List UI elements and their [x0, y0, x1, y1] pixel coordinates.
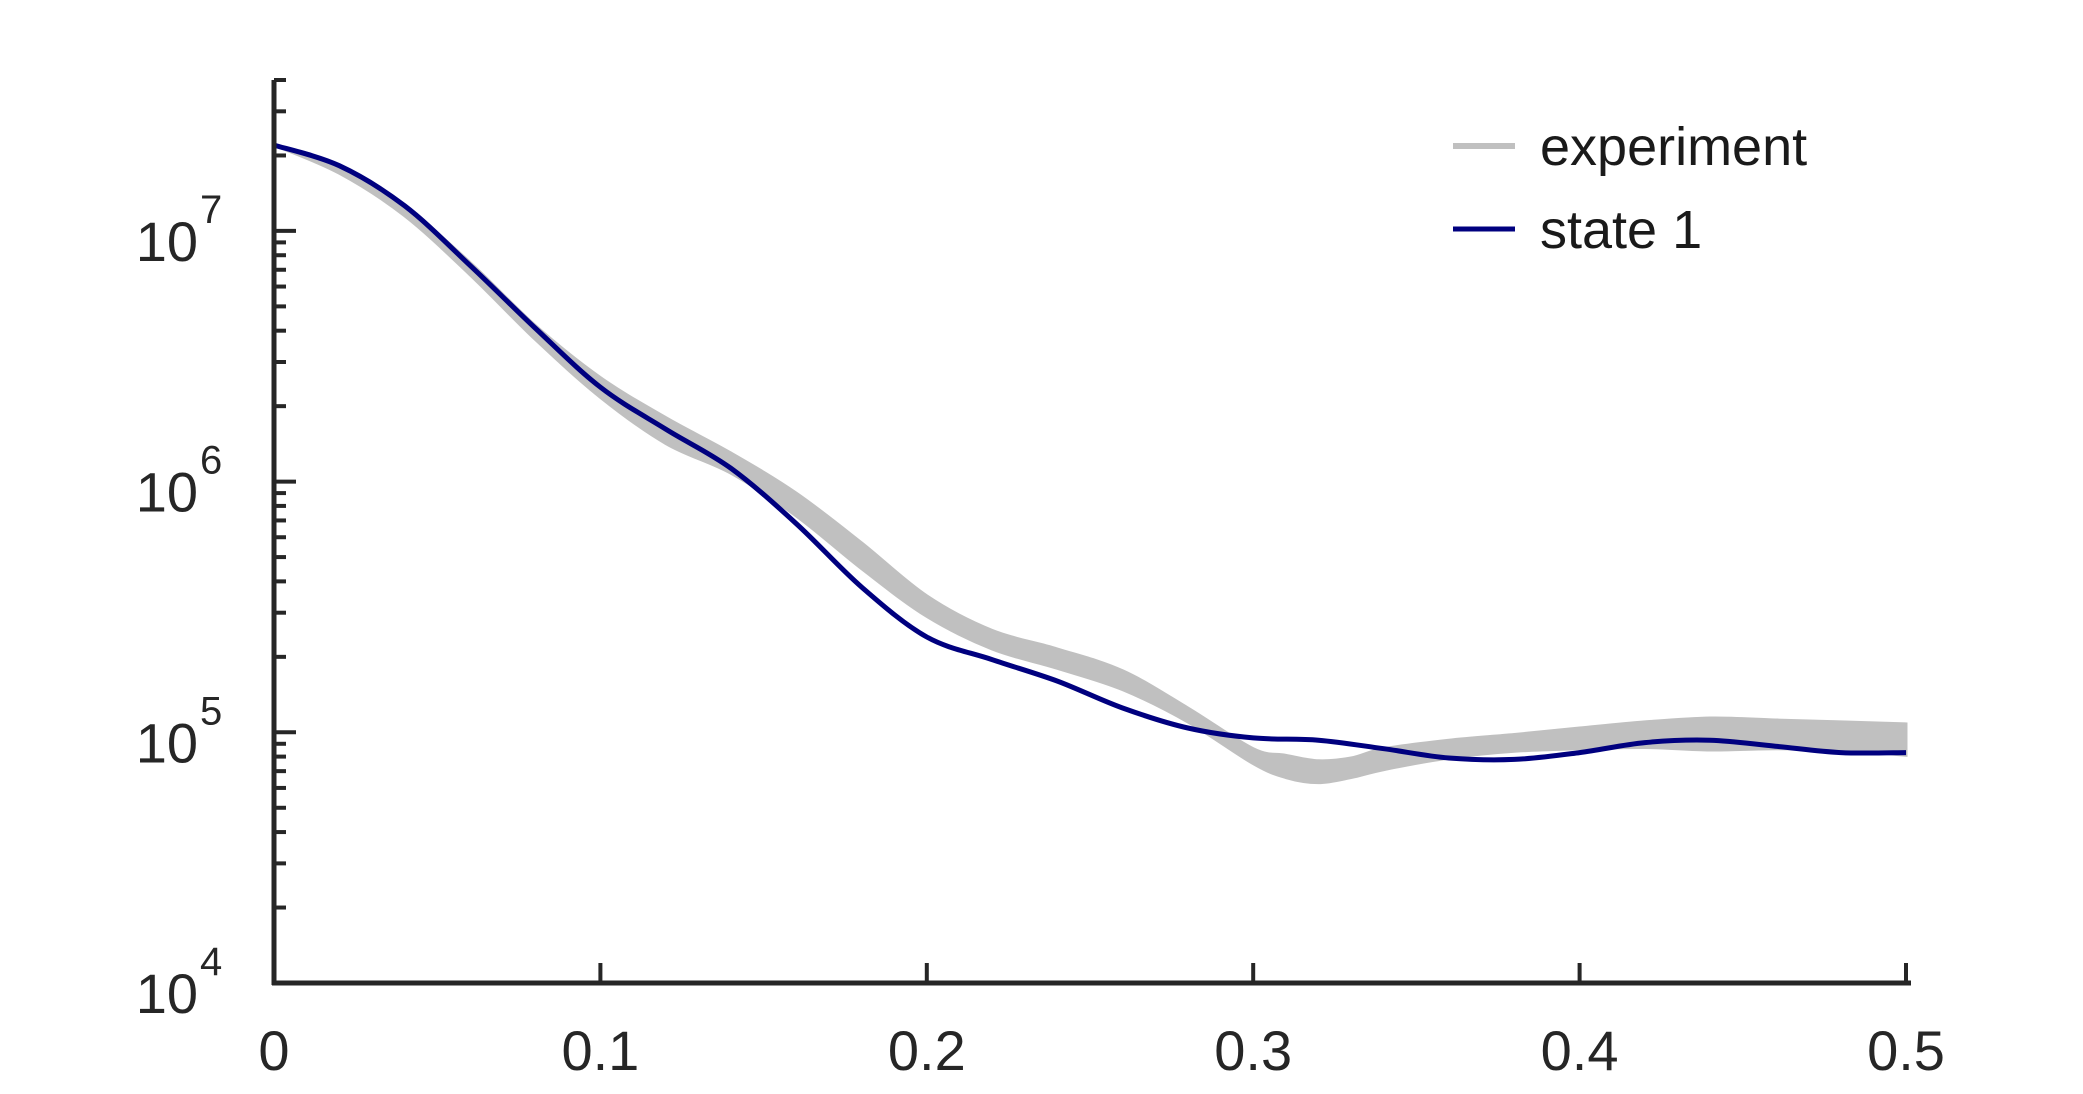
y-tick-exponent: 4: [200, 940, 222, 984]
y-tick-label: 10: [136, 461, 198, 524]
legend-label-experiment: experiment: [1540, 117, 1807, 177]
x-tick-label: 0: [258, 1019, 289, 1082]
x-tick-label: 0.3: [1214, 1019, 1292, 1082]
x-tick-label: 0.5: [1867, 1019, 1945, 1082]
state-1-line: [273, 142, 1907, 763]
experiment-band: [273, 143, 1908, 785]
y-tick-exponent: 5: [200, 689, 222, 733]
y-tick-label: 10: [136, 711, 198, 774]
y-tick-exponent: 7: [200, 188, 222, 232]
y-tick-exponent: 6: [200, 439, 222, 483]
x-tick-label: 0.2: [888, 1019, 966, 1082]
axis-ticks: [272, 78, 1908, 985]
y-tick-label: 10: [136, 210, 198, 273]
legend: experiment state 1: [1453, 117, 1807, 260]
y-tick-label: 10: [136, 962, 198, 1025]
state-line-layer: [273, 142, 1907, 763]
x-tick-label: 0.1: [561, 1019, 639, 1082]
x-tick-labels: 0 0.1 0.2 0.3 0.4 0.5: [258, 1019, 1945, 1082]
legend-label-state-1: state 1: [1540, 200, 1702, 260]
x-tick-label: 0.4: [1541, 1019, 1619, 1082]
experiment-band-layer: [273, 143, 1908, 785]
